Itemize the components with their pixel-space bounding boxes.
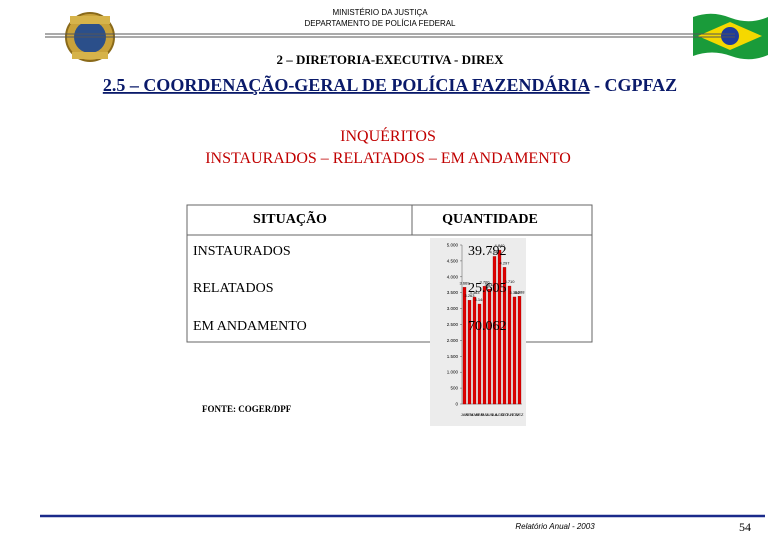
bar bbox=[482, 286, 487, 405]
bar bbox=[462, 287, 467, 405]
y-tick-label: 4.000 bbox=[447, 274, 459, 279]
row-label: EM ANDAMENTO bbox=[193, 319, 307, 334]
bar bbox=[497, 249, 502, 405]
bar bbox=[517, 296, 522, 405]
y-tick-label: 3.500 bbox=[447, 290, 459, 295]
y-tick-label: 0 bbox=[455, 402, 458, 407]
subtitle: INSTAURADOS – RELATADOS – EM ANDAMENTO bbox=[205, 150, 571, 167]
data-label: 3.363 bbox=[469, 290, 480, 295]
data-label: 3.144 bbox=[474, 297, 485, 302]
title-main: 2.5 – COORDENAÇÃO-GERAL DE POLÍCIA FAZEN… bbox=[103, 74, 591, 95]
row-value: 39.792 bbox=[468, 244, 507, 259]
page-number: 54 bbox=[739, 520, 751, 534]
column-header: SITUAÇÃO bbox=[253, 209, 327, 227]
table-border bbox=[186, 204, 593, 343]
x-tick-label: SET bbox=[501, 412, 509, 417]
bar bbox=[507, 285, 512, 405]
title-suffix: - CGPFAZ bbox=[590, 75, 678, 95]
y-tick-label: 3.000 bbox=[447, 306, 459, 311]
x-tick-label: JAN bbox=[461, 412, 469, 417]
x-tick-label: FEV bbox=[466, 412, 474, 417]
x-tick-label: JUN bbox=[486, 412, 494, 417]
x-tick-label: DEZ bbox=[516, 412, 525, 417]
page-title: 2.5 – COORDENAÇÃO-GERAL DE POLÍCIA FAZEN… bbox=[103, 74, 677, 95]
row-value: 25.605 bbox=[468, 281, 507, 296]
y-tick-label: 2.500 bbox=[447, 322, 459, 327]
data-label: 3.388 bbox=[514, 289, 525, 294]
bar bbox=[492, 256, 497, 405]
bar bbox=[472, 296, 477, 405]
x-tick-label: MAR bbox=[470, 412, 479, 417]
bar bbox=[477, 303, 482, 405]
data-label: 4.297 bbox=[499, 260, 510, 265]
y-tick-label: 1.500 bbox=[447, 354, 459, 359]
section: 2 – DIRETORIA-EXECUTIVA - DIREX bbox=[276, 52, 504, 67]
y-tick-label: 1.000 bbox=[447, 370, 459, 375]
row-value: 70.062 bbox=[468, 319, 507, 334]
department: DEPARTAMENTO DE POLÍCIA FEDERAL bbox=[305, 19, 457, 28]
data-label: 3.710 bbox=[504, 279, 515, 284]
row-label: INSTAURADOS bbox=[193, 244, 291, 259]
bar bbox=[502, 267, 507, 405]
x-tick-label: JUL bbox=[491, 412, 499, 417]
y-tick-label: 4.500 bbox=[447, 258, 459, 263]
ministry: MINISTÉRIO DA JUSTIÇA bbox=[332, 8, 428, 17]
x-tick-label: ABR bbox=[475, 412, 483, 417]
y-tick-label: 2.000 bbox=[447, 338, 459, 343]
data-label: 3.669 bbox=[459, 280, 470, 285]
data-label: 4.840 bbox=[494, 243, 505, 248]
subtitle: INQUÉRITOS bbox=[340, 126, 436, 145]
data-label: 3.366 bbox=[509, 290, 520, 295]
x-tick-label: MAI bbox=[481, 412, 488, 417]
column-header: QUANTIDADE bbox=[442, 212, 538, 227]
bar bbox=[512, 296, 517, 405]
table: SITUAÇÃO QUANTIDADE bbox=[186, 204, 593, 343]
x-tick-label: AGO bbox=[495, 412, 504, 417]
source: FONTE: COGER/DPF bbox=[202, 404, 292, 414]
data-label: 3.263 bbox=[464, 293, 475, 298]
bar bbox=[467, 300, 472, 405]
y-tick-label: 500 bbox=[450, 386, 458, 391]
data-label: 3.612 bbox=[484, 282, 495, 287]
y-tick-label: 5.000 bbox=[447, 243, 459, 248]
data-label: 4.640 bbox=[489, 249, 500, 254]
bar bbox=[487, 288, 492, 405]
x-tick-label: NOV bbox=[510, 412, 519, 417]
chart: 0 500 1.000 1.500 2.000 2.500 3.000 3.500 4.000 4… bbox=[430, 238, 526, 426]
data-label: 3.700 bbox=[479, 279, 490, 284]
table-rows: INSTAURADOS 39.792 RELATADOS 25.605 EM ANDAM… bbox=[193, 244, 507, 334]
report-name: Relatório Anual - 2003 bbox=[515, 522, 595, 531]
row-label: RELATADOS bbox=[193, 281, 274, 296]
x-tick-label: OUT bbox=[505, 412, 514, 417]
